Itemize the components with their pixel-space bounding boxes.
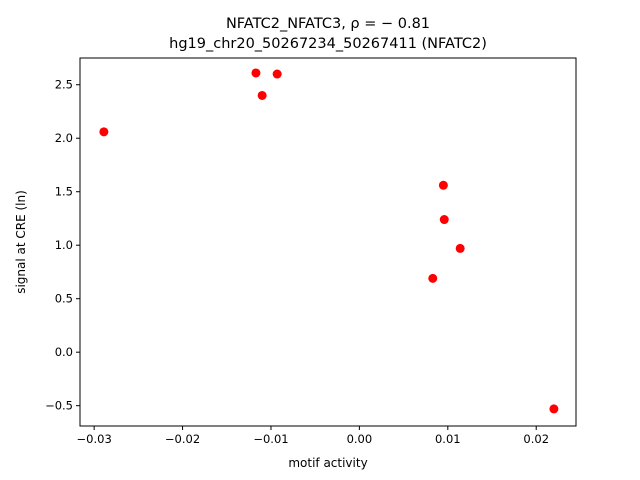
chart-title-line1: NFATC2_NFATC3, ρ = − 0.81	[226, 16, 430, 32]
y-axis-label: signal at CRE (ln)	[14, 190, 28, 294]
y-tick-label: 0.0	[55, 345, 73, 359]
y-tick-label: −0.5	[45, 399, 73, 413]
x-tick-label: −0.02	[165, 432, 200, 446]
x-tick-label: 0.02	[523, 432, 549, 446]
data-point	[438, 180, 448, 190]
y-tick-label: 1.5	[55, 185, 73, 199]
y-axis: −0.5 0.0 0.5 1.0 1.5 2.0 2.5	[45, 78, 80, 413]
x-tick-label: −0.01	[253, 432, 288, 446]
y-tick-label: 1.0	[55, 238, 73, 252]
data-point	[257, 90, 267, 100]
x-tick-label: 0.01	[435, 432, 461, 446]
y-tick-label: 2.5	[55, 78, 73, 92]
y-tick-label: 2.0	[55, 131, 73, 145]
plot-area	[79, 57, 577, 427]
data-point	[428, 273, 438, 283]
x-axis-label: motif activity	[288, 456, 367, 470]
x-tick-label: 0.00	[347, 432, 373, 446]
data-point	[439, 215, 449, 225]
data-point	[272, 69, 282, 79]
x-axis: −0.03 −0.02 −0.01 0.00 0.01 0.02	[77, 426, 549, 446]
chart-title-line2: hg19_chr20_50267234_50267411 (NFATC2)	[169, 36, 487, 52]
data-point	[549, 404, 559, 414]
y-tick-label: 0.5	[55, 292, 73, 306]
data-point	[455, 243, 465, 253]
data-points	[99, 68, 559, 414]
data-point	[99, 127, 109, 137]
data-point	[251, 68, 261, 78]
x-tick-label: −0.03	[77, 432, 112, 446]
